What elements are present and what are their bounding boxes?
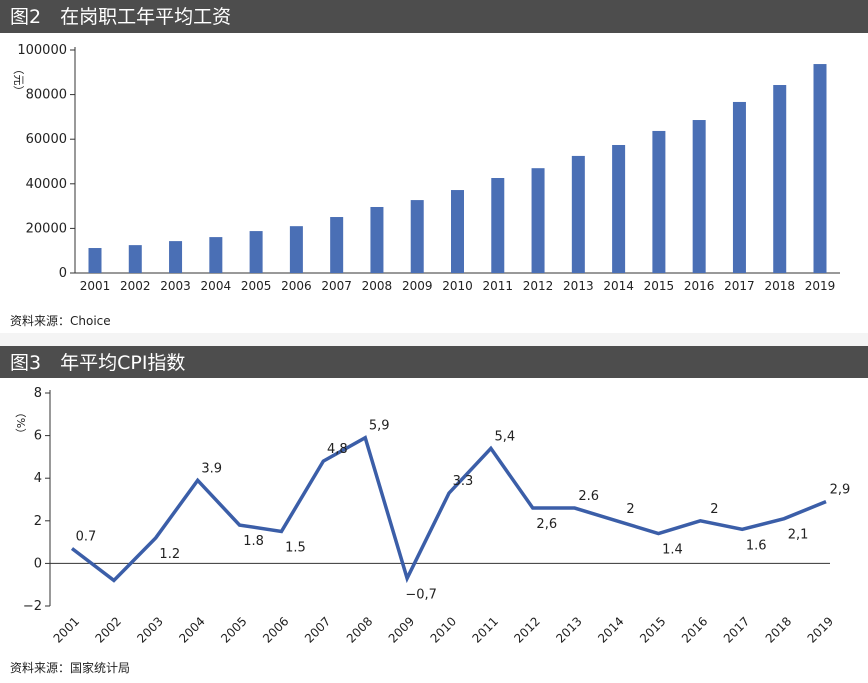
x-tick-label: 2015 <box>644 279 675 293</box>
bar <box>289 226 303 273</box>
y-tick-label: 40000 <box>26 177 67 192</box>
data-label: 0.7 <box>76 529 97 544</box>
bar <box>571 155 585 273</box>
data-label: 1.4 <box>662 543 683 558</box>
bar <box>612 144 626 273</box>
y-tick-label: 20000 <box>26 221 67 236</box>
data-label: 2 <box>626 502 634 517</box>
bar <box>209 237 223 273</box>
x-tick-label: 2016 <box>684 279 715 293</box>
bar <box>410 200 424 273</box>
header-bar <box>0 346 868 378</box>
y-tick-label: 8 <box>34 386 42 401</box>
y-tick-label: −2 <box>23 599 42 614</box>
x-tick-label: 2018 <box>764 279 795 293</box>
bar <box>491 178 505 273</box>
data-label: −0,7 <box>405 587 437 602</box>
panel <box>0 33 868 333</box>
bar <box>330 217 344 273</box>
data-label: 5,4 <box>495 429 516 444</box>
y-tick-label: 0 <box>59 266 67 281</box>
y-tick-label: 100000 <box>17 43 67 58</box>
x-tick-label: 2014 <box>603 279 634 293</box>
x-tick-label: 2007 <box>321 279 352 293</box>
y-tick-label: 2 <box>34 514 42 529</box>
bar <box>692 120 706 273</box>
x-tick-label: 2002 <box>120 279 151 293</box>
header-bar <box>0 0 868 33</box>
x-tick-label: 2011 <box>483 279 514 293</box>
panel <box>0 378 868 679</box>
y-axis-label: （%） <box>14 407 27 439</box>
x-tick-label: 2006 <box>281 279 312 293</box>
x-tick-label: 2005 <box>241 279 272 293</box>
x-tick-label: 2009 <box>402 279 433 293</box>
x-tick-label: 2012 <box>523 279 554 293</box>
data-label: 5,9 <box>369 419 390 434</box>
bar <box>128 245 142 273</box>
y-tick-label: 60000 <box>26 132 67 147</box>
data-label: 2.6 <box>578 489 599 504</box>
data-label: 2,1 <box>788 528 809 543</box>
data-label: 4,8 <box>327 442 348 457</box>
x-tick-label: 2010 <box>442 279 473 293</box>
y-tick-label: 6 <box>34 429 42 444</box>
y-axis-label: （元） <box>12 64 25 97</box>
data-label: 1.6 <box>746 538 767 553</box>
x-tick-label: 2019 <box>805 279 836 293</box>
x-tick-label: 2003 <box>160 279 191 293</box>
data-label: 2,9 <box>830 483 851 498</box>
bar <box>370 206 384 273</box>
bar <box>88 248 102 273</box>
bar <box>732 101 746 273</box>
bar <box>652 130 666 273</box>
y-tick-label: 4 <box>34 471 42 486</box>
data-label: 2 <box>710 502 718 517</box>
x-tick-label: 2013 <box>563 279 594 293</box>
x-tick-label: 2008 <box>362 279 393 293</box>
bar <box>451 190 464 273</box>
y-tick-label: 0 <box>34 556 42 571</box>
y-tick-label: 80000 <box>26 88 67 103</box>
bar <box>531 168 545 273</box>
chart-title: 图2 在岗职工年平均工资 <box>10 6 231 28</box>
data-label: 1.5 <box>285 540 306 555</box>
bar <box>169 241 183 273</box>
data-label: 1.2 <box>159 547 180 562</box>
chart-title: 图3 年平均CPI指数 <box>10 352 185 374</box>
data-label: 2,6 <box>536 517 557 532</box>
data-label: 1.8 <box>243 534 264 549</box>
bar <box>813 64 827 273</box>
source: 资料来源：国家统计局 <box>10 660 130 675</box>
line <box>70 435 827 584</box>
x-tick-label: 2004 <box>201 279 232 293</box>
x-tick-label: 2017 <box>724 279 755 293</box>
source: 资料来源：Choice <box>10 314 111 328</box>
bar <box>249 231 263 273</box>
data-label: 3.9 <box>201 461 222 476</box>
data-label: 3.3 <box>453 474 474 489</box>
bar <box>773 85 787 273</box>
x-tick-label: 2001 <box>80 279 111 293</box>
